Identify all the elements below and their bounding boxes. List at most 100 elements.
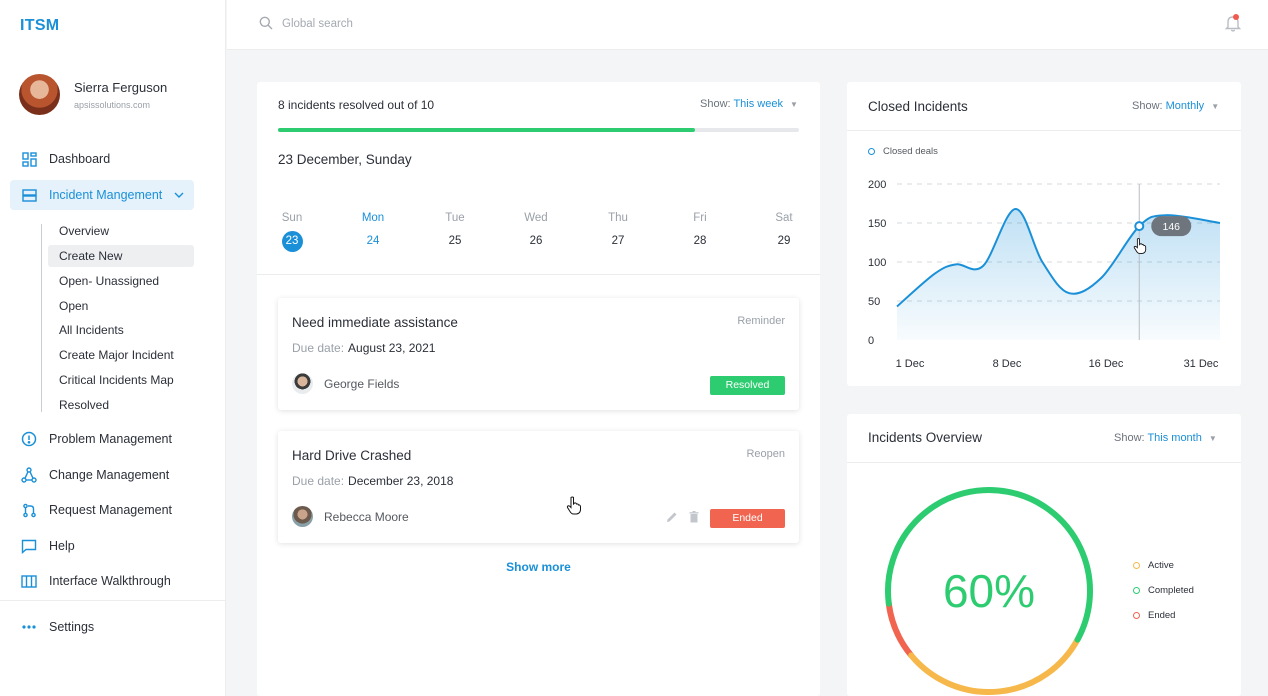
sidebar-item-incident-management[interactable]: Incident Mangement — [10, 180, 194, 210]
incident-card[interactable]: Need immediate assistance Reminder Due d… — [278, 298, 799, 410]
avatar — [292, 506, 313, 527]
show-label: Show: — [1132, 100, 1163, 112]
progress-bar-fill — [278, 128, 695, 132]
incident-card[interactable]: Hard Drive Crashed Reopen Due date: Decem… — [278, 431, 799, 543]
avatar — [292, 373, 313, 394]
legend-marker — [1133, 587, 1140, 594]
donut-segment-ended — [885, 600, 915, 659]
sidebar-item-problem-management[interactable]: Problem Management — [10, 424, 194, 454]
day-name: Thu — [608, 212, 628, 224]
progress-bar — [278, 128, 799, 132]
incident-tag: Reopen — [746, 448, 785, 460]
trash-icon[interactable] — [689, 511, 699, 526]
day-number: 26 — [529, 235, 543, 247]
overview-filter-dropdown[interactable]: Show: This month ▼ — [1114, 432, 1217, 444]
day-name: Tue — [445, 212, 465, 224]
topbar — [227, 0, 1268, 50]
week-filter-dropdown[interactable]: Show: This week ▼ — [700, 98, 798, 110]
calendar-day[interactable]: Thu 27 — [598, 212, 638, 252]
x-tick-label: 8 Dec — [993, 358, 1022, 370]
submenu-item-create-new[interactable]: Create New — [48, 245, 194, 267]
legend-item-active: Active — [1133, 560, 1194, 571]
legend-item-completed: Completed — [1133, 585, 1194, 596]
sidebar-item-request-management[interactable]: Request Management — [10, 495, 194, 525]
day-name: Wed — [524, 212, 548, 224]
incident-title: Hard Drive Crashed — [292, 448, 412, 463]
legend-item-ended: Ended — [1133, 610, 1194, 621]
search-input[interactable] — [282, 14, 582, 34]
incident-due-date: Due date: August 23, 2021 — [292, 341, 435, 355]
day-name: Sun — [281, 212, 303, 224]
x-tick-label: 16 Dec — [1089, 358, 1124, 370]
legend-label: Ended — [1148, 610, 1176, 621]
assignee-name: George Fields — [324, 376, 400, 391]
dashboard-icon — [20, 150, 38, 168]
sidebar-item-settings[interactable]: Settings — [10, 612, 194, 642]
donut-segment-active — [908, 636, 1081, 695]
donut-segment-completed — [885, 487, 1093, 643]
submenu-item-overview[interactable]: Overview — [59, 224, 110, 238]
sidebar-item-change-management[interactable]: Change Management — [10, 460, 194, 490]
legend-marker — [868, 148, 875, 155]
user-email: apsissolutions.com — [74, 99, 151, 110]
assignee: Rebecca Moore — [292, 506, 409, 527]
legend-label: Completed — [1148, 585, 1194, 596]
user-name: Sierra Ferguson — [74, 79, 168, 95]
request-icon — [20, 501, 38, 519]
incident-title: Need immediate assistance — [292, 315, 458, 330]
sidebar-divider — [0, 600, 226, 601]
submenu-item-create-major-incident[interactable]: Create Major Incident — [59, 348, 174, 362]
sidebar-item-label: Interface Walkthrough — [49, 574, 171, 588]
hand-cursor-icon — [566, 496, 581, 515]
calendar-day[interactable]: Sun 23 — [272, 212, 312, 252]
calendar-day[interactable]: Sat 29 — [764, 212, 804, 252]
incidents-overview-card: Incidents Overview Show: This month ▼ 60… — [847, 414, 1241, 696]
legend-marker — [1133, 562, 1140, 569]
submenu-item-all-incidents[interactable]: All Incidents — [59, 323, 124, 337]
chart-legend: Closed deals — [868, 146, 938, 157]
chevron-down-icon[interactable] — [174, 190, 184, 201]
day-name: Fri — [693, 212, 707, 224]
edit-icon[interactable] — [666, 511, 678, 526]
legend-label: Closed deals — [883, 146, 938, 157]
user-profile[interactable]: Sierra Ferguson apsissolutions.com — [19, 74, 167, 115]
closed-incidents-card: Closed Incidents Show: Monthly ▼ Closed … — [847, 82, 1241, 386]
search-icon[interactable] — [259, 16, 273, 33]
series-line — [896, 207, 1221, 308]
period-filter-dropdown[interactable]: Show: Monthly ▼ — [1132, 100, 1219, 112]
progress-title: 8 incidents resolved out of 10 — [278, 98, 435, 112]
calendar-day[interactable]: Mon 24 — [353, 212, 393, 252]
y-tick-label: 200 — [868, 179, 886, 191]
legend-marker — [1133, 612, 1140, 619]
problem-icon — [20, 430, 38, 448]
show-more-link[interactable]: Show more — [506, 560, 571, 574]
sidebar-item-interface-walkthrough[interactable]: Interface Walkthrough — [10, 566, 194, 596]
hand-cursor-icon — [1133, 238, 1147, 254]
notification-badge — [1233, 14, 1239, 20]
day-number: 23 — [281, 231, 303, 252]
sidebar-item-label: Help — [49, 539, 75, 553]
calendar-day[interactable]: Wed 26 — [516, 212, 556, 252]
status-badge: Resolved — [710, 376, 785, 395]
sidebar-item-help[interactable]: Help — [10, 531, 194, 561]
sidebar-item-label: Dashboard — [49, 152, 111, 166]
show-label: Show: — [1114, 432, 1145, 444]
submenu-item-resolved[interactable]: Resolved — [59, 398, 110, 412]
incident-icon — [20, 186, 38, 204]
submenu-item-open-unassigned[interactable]: Open- Unassigned — [59, 274, 160, 288]
calendar-day[interactable]: Fri 28 — [680, 212, 720, 252]
selected-date-heading: 23 December, Sunday — [278, 152, 412, 167]
sidebar-item-dashboard[interactable]: Dashboard — [10, 144, 194, 174]
tooltip-value: 146 — [1162, 221, 1180, 233]
day-name: Mon — [361, 212, 385, 224]
submenu-item-critical-incidents-map[interactable]: Critical Incidents Map — [59, 373, 174, 387]
submenu-item-open[interactable]: Open — [59, 299, 89, 313]
card-divider — [847, 130, 1241, 131]
due-label: Due date: — [292, 341, 345, 355]
sidebar-item-label: Problem Management — [49, 432, 172, 446]
y-tick-label: 0 — [868, 335, 874, 347]
calendar-day[interactable]: Tue 25 — [435, 212, 475, 252]
app-logo[interactable]: ITSM — [20, 17, 60, 34]
show-value: Monthly — [1165, 100, 1205, 112]
show-label: Show: — [700, 98, 731, 110]
